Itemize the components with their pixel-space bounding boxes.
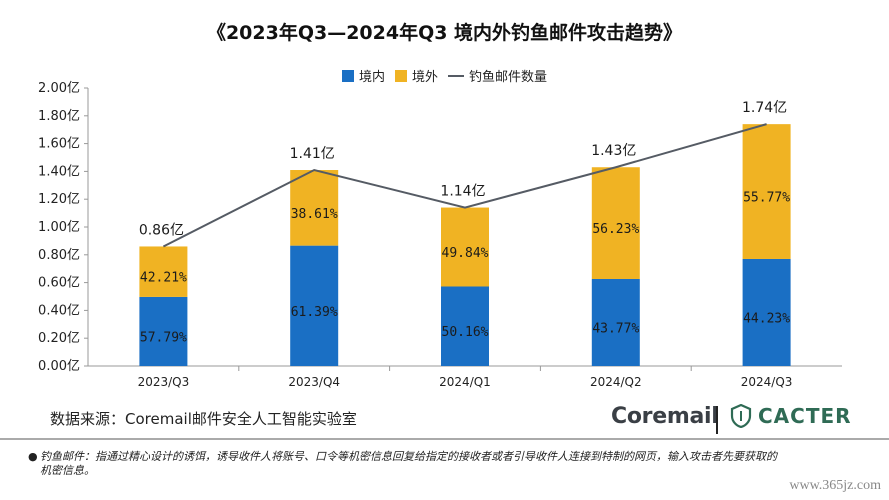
data-label-domestic: 50.16% <box>442 325 489 340</box>
y-tick-label: 1.20亿 <box>38 192 80 207</box>
chart-legend: 境内 境外 钓鱼邮件数量 <box>0 66 889 85</box>
total-line <box>162 123 767 248</box>
y-tick-label: 2.00亿 <box>38 81 80 96</box>
footnote: ● 钓鱼邮件：指通过精心设计的诱饵，诱导收件人将账号、口令等机密信息回复给指定的… <box>28 450 780 478</box>
data-label-domestic: 57.79% <box>140 330 187 345</box>
bar-foreign <box>441 207 489 287</box>
legend-swatch-foreign <box>394 69 407 82</box>
x-tick-label: 2024/Q1 <box>439 375 491 389</box>
legend-item-foreign: 境外 <box>394 66 438 85</box>
total-label: 1.14亿 <box>440 184 485 200</box>
x-tick-label: 2023/Q4 <box>288 375 340 389</box>
bar-foreign <box>290 170 339 246</box>
data-label-domestic: 44.23% <box>743 311 790 326</box>
y-tick-label: 1.00亿 <box>38 220 80 235</box>
total-label: 0.86亿 <box>139 222 184 238</box>
y-tick-label: 0.60亿 <box>38 276 80 291</box>
coremail-logo: Coremail <box>611 404 719 429</box>
data-source: 数据来源：Coremail邮件安全人工智能实验室 <box>50 410 357 428</box>
shield-icon <box>730 404 752 428</box>
data-label-domestic: 43.77% <box>592 321 639 336</box>
bar-foreign <box>591 167 640 279</box>
bar-domestic <box>441 286 489 366</box>
x-tick-label: 2024/Q3 <box>741 375 793 389</box>
legend-item-line: 钓鱼邮件数量 <box>448 66 547 85</box>
bar-domestic <box>742 258 791 366</box>
y-tick-label: 1.40亿 <box>38 164 80 179</box>
legend-swatch-domestic <box>341 69 354 82</box>
legend-item-domestic: 境内 <box>341 66 385 85</box>
bar-foreign <box>742 124 791 259</box>
footer-divider <box>0 438 889 440</box>
logo-separator <box>716 406 718 434</box>
data-label-foreign: 49.84% <box>442 246 489 261</box>
bar-domestic <box>290 245 339 366</box>
data-label-foreign: 42.21% <box>140 271 187 286</box>
y-tick-label: 0.40亿 <box>38 303 80 318</box>
x-tick-label: 2023/Q3 <box>138 375 190 389</box>
legend-label-line: 钓鱼邮件数量 <box>469 70 548 85</box>
bar-foreign <box>139 246 188 297</box>
cacter-logo: CACTER <box>730 404 852 428</box>
total-label: 1.41亿 <box>290 146 335 162</box>
y-tick-label: 1.80亿 <box>38 109 80 124</box>
legend-label-domestic: 境内 <box>358 70 385 85</box>
total-label: 1.74亿 <box>742 100 787 116</box>
stacked-bar-chart: 0.00亿 0.20亿 0.40亿 0.60亿 0.80亿 1.00亿 1.20亿 1.40亿… <box>38 81 842 389</box>
y-tick-label: 0.00亿 <box>38 359 80 374</box>
data-label-foreign: 56.23% <box>592 222 639 237</box>
legend-label-foreign: 境外 <box>411 70 438 85</box>
bullet-icon: ● <box>28 450 38 463</box>
data-label-domestic: 61.39% <box>291 305 338 320</box>
data-label-foreign: 38.61% <box>291 207 338 222</box>
y-tick-label: 1.60亿 <box>38 137 80 152</box>
cacter-logo-text: CACTER <box>758 404 852 428</box>
x-tick-label: 2024/Q2 <box>590 375 642 389</box>
bar-domestic <box>591 278 640 366</box>
data-label-foreign: 55.77% <box>743 191 790 206</box>
y-tick-label: 0.20亿 <box>38 331 80 346</box>
watermark: www.365jz.com <box>789 478 881 493</box>
bar-domestic <box>139 296 188 366</box>
chart-title: 《2023年Q3—2024年Q3 境内外钓鱼邮件攻击趋势》 <box>206 22 683 44</box>
legend-swatch-line <box>448 74 464 77</box>
y-tick-label: 0.80亿 <box>38 248 80 263</box>
total-label: 1.43亿 <box>591 143 636 159</box>
footnote-text: 钓鱼邮件：指通过精心设计的诱饵，诱导收件人将账号、口令等机密信息回复给指定的接收… <box>40 450 777 477</box>
